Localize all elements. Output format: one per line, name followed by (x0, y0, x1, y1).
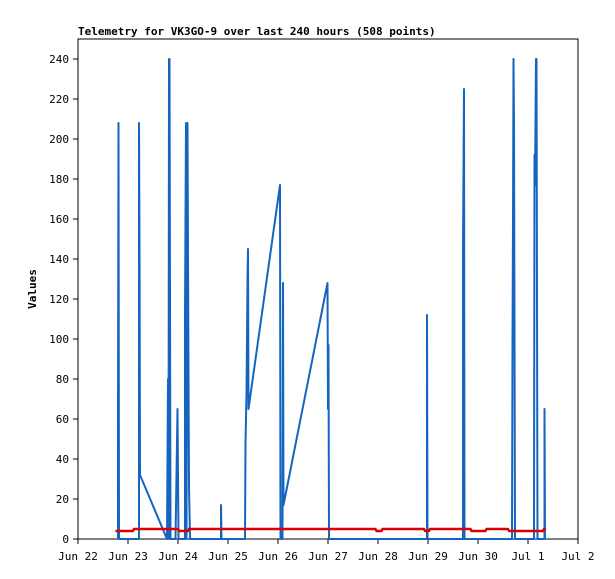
series-line-1 (117, 58, 546, 540)
x-tick-label: Jul 2 (561, 550, 594, 563)
x-tick-label: Jul 1 (511, 550, 544, 563)
y-tick-label: 140 (49, 253, 69, 266)
x-tick-label: Jun 27 (308, 550, 348, 563)
y-tick-label: 120 (49, 293, 69, 306)
y-axis-ticks: 0 20 40 60 80 100 120 140 160 180 200 220 240 (49, 53, 78, 546)
x-tick-label: Jun 24 (158, 550, 198, 563)
x-tick-label: Jun 29 (408, 550, 448, 563)
x-tick-label: Jun 23 (108, 550, 148, 563)
x-tick-label: Jun 28 (358, 550, 398, 563)
y-tick-label: 80 (56, 373, 69, 386)
y-tick-label: 220 (49, 93, 69, 106)
y-tick-label: 100 (49, 333, 69, 346)
series-line-2 (115, 527, 546, 533)
y-tick-label: 40 (56, 453, 69, 466)
y-tick-label: 200 (49, 133, 69, 146)
y-tick-label: 180 (49, 173, 69, 186)
y-tick-label: 240 (49, 53, 69, 66)
x-axis-ticks: Jun 22 Jun 23 Jun 24 Jun 25 Jun 26 Jun 27 Jun … (58, 539, 595, 563)
chart-title: Telemetry for VK3GO-9 over last 240 hour… (78, 25, 436, 38)
series-layer (115, 58, 546, 540)
y-axis-label: Values (26, 269, 39, 309)
x-tick-label: Jun 25 (208, 550, 248, 563)
y-tick-label: 160 (49, 213, 69, 226)
y-tick-label: 60 (56, 413, 69, 426)
x-tick-label: Jun 22 (58, 550, 98, 563)
y-tick-label: 20 (56, 493, 69, 506)
y-tick-label: 0 (62, 533, 69, 546)
x-tick-label: Jun 30 (458, 550, 498, 563)
x-tick-label: Jun 26 (258, 550, 298, 563)
